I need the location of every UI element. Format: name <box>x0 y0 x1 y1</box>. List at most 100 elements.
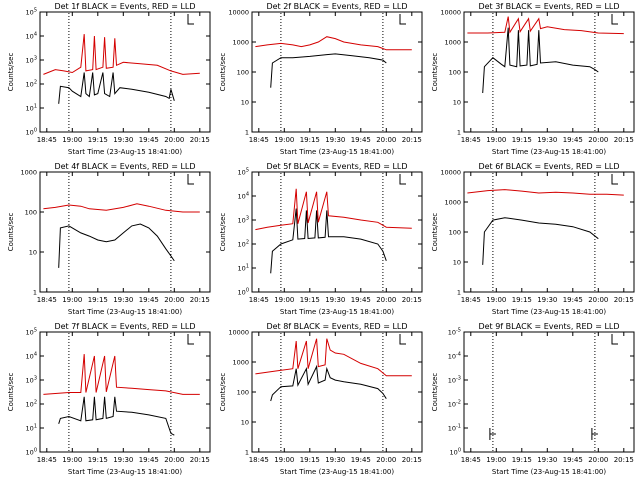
y-tick-label: 104 <box>238 192 249 201</box>
x-tick-label: 20:15 <box>614 296 634 304</box>
x-tick-label: 19:00 <box>274 136 294 144</box>
corner-marker-icon <box>611 14 618 25</box>
x-tick-label: 20:00 <box>164 456 184 464</box>
series-line-lld <box>255 36 412 51</box>
x-tick-label: 19:30 <box>325 456 345 464</box>
y-tick-label: 100 <box>26 128 37 137</box>
x-tick-label: 19:45 <box>563 136 583 144</box>
y-tick-label: 10 <box>241 419 249 427</box>
y-tick-label: 100 <box>237 69 249 77</box>
detector-panel-6: Det 6f BLACK = Events, RED = LLD Counts/s… <box>431 162 635 316</box>
x-tick-label: 20:00 <box>164 296 184 304</box>
x-tick-label: 19:15 <box>300 456 320 464</box>
x-axis-label: Start Time (23-Aug-15 18:41:00) <box>492 308 606 316</box>
series-line-lld <box>467 189 624 196</box>
plot-frame <box>463 11 635 133</box>
y-tick-label: 1000 <box>232 39 249 47</box>
detector-panel-3: Det 3f BLACK = Events, RED = LLD Counts/s… <box>431 2 635 156</box>
x-tick-label: 20:15 <box>614 456 634 464</box>
plot-frame <box>251 331 423 453</box>
series-line-lld <box>43 354 200 395</box>
x-tick-label: 19:45 <box>563 296 583 304</box>
x-tick-label: 19:30 <box>113 296 133 304</box>
y-tick-label: 102 <box>238 240 249 249</box>
y-tick-label: 103 <box>26 56 37 65</box>
x-tick-label: 20:00 <box>376 456 396 464</box>
y-tick-label: 101 <box>26 424 37 433</box>
x-tick-label: 18:45 <box>461 456 481 464</box>
detector-panel-9: Det 9f BLACK = Events, RED = LLD Counts/s… <box>431 322 635 476</box>
y-tick-label: 10000 <box>228 329 249 337</box>
x-tick-label: 20:15 <box>402 136 422 144</box>
x-tick-label: 19:00 <box>62 296 82 304</box>
x-tick-label: 19:15 <box>88 296 108 304</box>
y-tick-label: 10 <box>453 99 461 107</box>
y-tick-label: 100 <box>449 69 461 77</box>
x-tick-label: 19:45 <box>563 456 583 464</box>
panel-title: Det 4f BLACK = Events, RED = LLD <box>54 162 195 171</box>
x-tick-label: 19:15 <box>88 136 108 144</box>
detector-panel-4: Det 4f BLACK = Events, RED = LLD Counts/s… <box>7 162 211 316</box>
x-tick-label: 19:00 <box>486 296 506 304</box>
series-line-events <box>58 396 175 436</box>
x-tick-label: 18:45 <box>37 136 57 144</box>
plot-frame <box>39 171 211 293</box>
plot-frame <box>251 171 423 293</box>
series-line-lld <box>43 203 200 213</box>
series-line-events <box>58 72 175 104</box>
x-tick-label: 19:45 <box>351 456 371 464</box>
y-tick-label: 10-2 <box>448 400 461 409</box>
series-line-lld <box>43 34 200 75</box>
bracket-glyph-icon <box>591 428 598 440</box>
x-axis-label: Start Time (23-Aug-15 18:41:00) <box>492 148 606 156</box>
y-tick-label: 100 <box>237 389 249 397</box>
x-tick-label: 20:00 <box>588 296 608 304</box>
y-tick-label: 10-3 <box>448 376 461 385</box>
y-tick-label: 105 <box>238 168 249 177</box>
corner-marker-icon <box>399 334 406 345</box>
y-tick-label: 100 <box>238 288 249 297</box>
x-tick-label: 20:15 <box>614 136 634 144</box>
x-tick-label: 20:15 <box>190 136 210 144</box>
x-tick-label: 18:45 <box>37 456 57 464</box>
panel-title: Det 3f BLACK = Events, RED = LLD <box>478 2 619 11</box>
x-tick-label: 19:15 <box>88 456 108 464</box>
y-tick-label: 1 <box>457 129 461 137</box>
x-tick-label: 19:00 <box>62 456 82 464</box>
panel-title: Det 9f BLACK = Events, RED = LLD <box>478 322 619 331</box>
x-tick-label: 19:30 <box>113 456 133 464</box>
plot-frame <box>251 11 423 133</box>
y-axis-label: Counts/sec <box>431 213 439 252</box>
x-tick-label: 19:00 <box>274 296 294 304</box>
y-axis-label: Counts/sec <box>7 373 15 412</box>
y-tick-label: 100 <box>450 448 461 457</box>
x-tick-label: 19:45 <box>139 456 159 464</box>
x-axis-label: Start Time (23-Aug-15 18:41:00) <box>68 148 182 156</box>
panel-title: Det 1f BLACK = Events, RED = LLD <box>54 2 195 11</box>
y-axis-label: Counts/sec <box>431 53 439 92</box>
x-tick-label: 18:45 <box>249 136 269 144</box>
y-tick-label: 10 <box>453 259 461 267</box>
x-tick-label: 19:00 <box>274 456 294 464</box>
x-tick-label: 19:45 <box>139 136 159 144</box>
x-tick-label: 18:45 <box>461 136 481 144</box>
y-axis-label: Counts/sec <box>219 53 227 92</box>
series-line-events <box>58 223 175 268</box>
x-tick-label: 19:00 <box>62 136 82 144</box>
panel-title: Det 7f BLACK = Events, RED = LLD <box>54 322 195 331</box>
x-axis-label: Start Time (23-Aug-15 18:41:00) <box>280 148 394 156</box>
series-line-lld <box>467 16 624 35</box>
series-line-lld <box>255 338 412 377</box>
x-tick-label: 19:45 <box>139 296 159 304</box>
y-tick-label: 10-4 <box>448 352 461 361</box>
x-tick-label: 18:45 <box>37 296 57 304</box>
y-axis-label: Counts/sec <box>219 213 227 252</box>
x-tick-label: 18:45 <box>249 296 269 304</box>
y-tick-label: 104 <box>26 32 37 41</box>
y-tick-label: 100 <box>26 448 37 457</box>
x-axis-label: Start Time (23-Aug-15 18:41:00) <box>68 468 182 476</box>
x-axis-label: Start Time (23-Aug-15 18:41:00) <box>280 308 394 316</box>
y-tick-label: 10000 <box>228 9 249 17</box>
y-tick-label: 1000 <box>20 169 37 177</box>
